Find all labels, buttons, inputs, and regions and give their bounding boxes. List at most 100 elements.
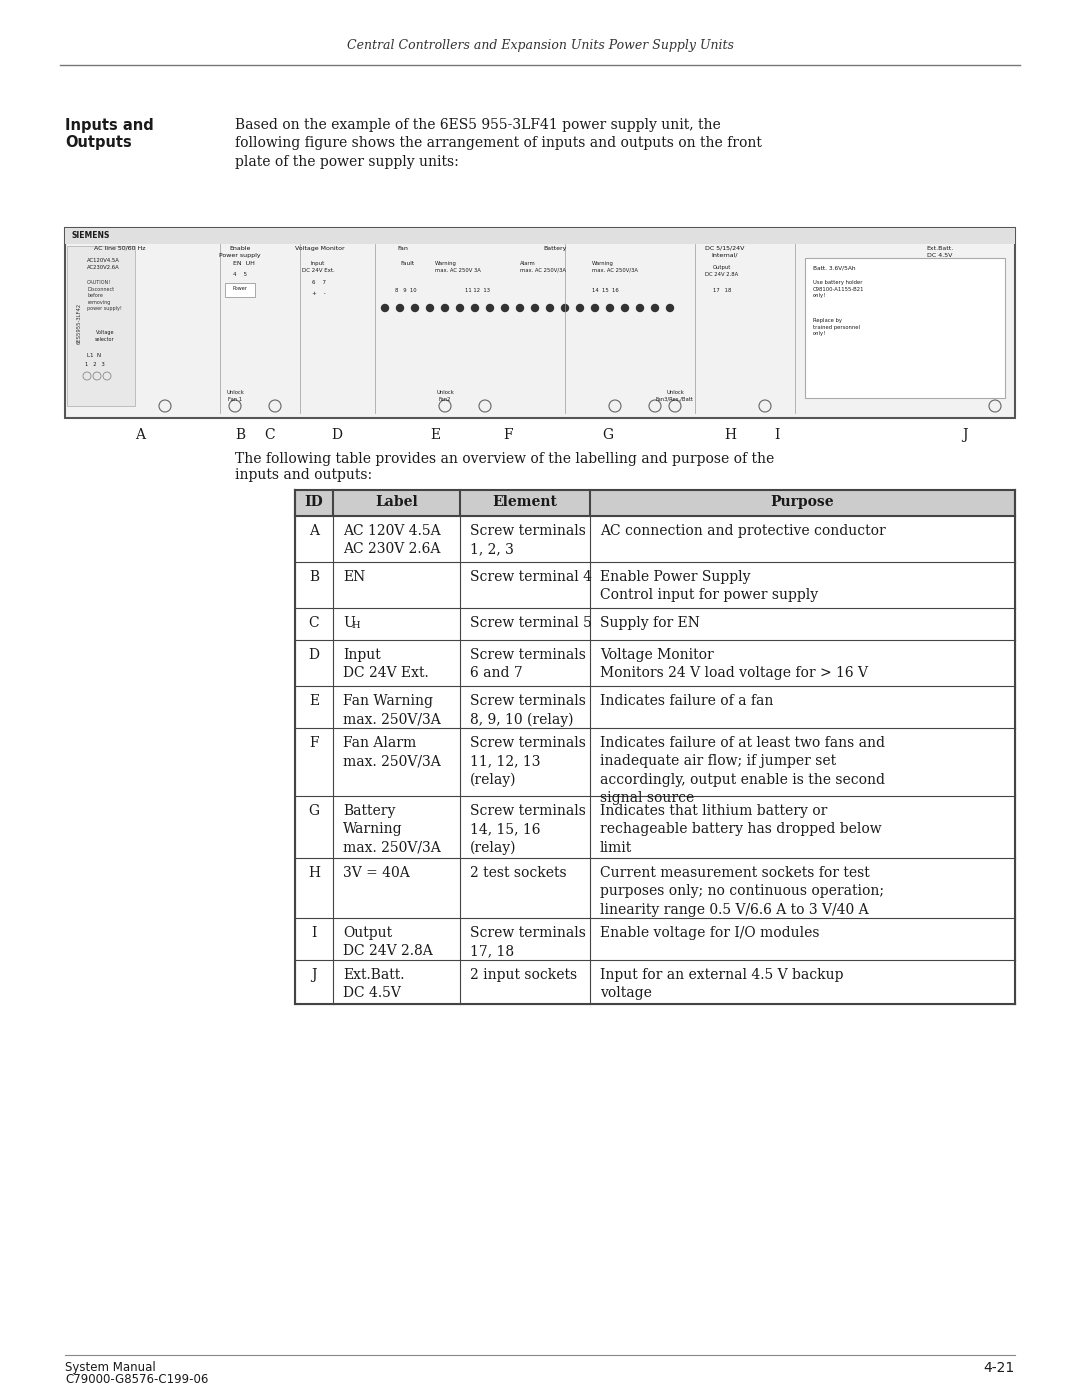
Circle shape bbox=[636, 305, 644, 312]
Text: Fan: Fan bbox=[397, 246, 408, 251]
Text: A: A bbox=[135, 427, 145, 441]
Circle shape bbox=[577, 305, 583, 312]
Text: I: I bbox=[774, 427, 780, 441]
Text: 17   18: 17 18 bbox=[713, 288, 731, 293]
Text: 11 12  13: 11 12 13 bbox=[465, 288, 490, 293]
Bar bbox=[295, 490, 1015, 515]
Bar bbox=[295, 686, 1015, 728]
Text: The following table provides an overview of the labelling and purpose of the: The following table provides an overview… bbox=[235, 453, 774, 467]
Text: Warning
max. AC 250V 3A: Warning max. AC 250V 3A bbox=[435, 261, 481, 272]
Text: Screw terminals
17, 18: Screw terminals 17, 18 bbox=[470, 926, 585, 958]
Text: E: E bbox=[309, 694, 319, 708]
Text: H: H bbox=[724, 427, 735, 441]
Bar bbox=[295, 728, 1015, 796]
Text: F: F bbox=[309, 736, 319, 750]
Circle shape bbox=[562, 305, 568, 312]
Circle shape bbox=[457, 305, 463, 312]
Text: Screw terminal 5: Screw terminal 5 bbox=[470, 616, 592, 630]
Text: D: D bbox=[332, 427, 342, 441]
Text: Battery
Warning
max. 250V/3A: Battery Warning max. 250V/3A bbox=[343, 805, 441, 855]
Text: ID: ID bbox=[305, 495, 323, 509]
Circle shape bbox=[396, 305, 404, 312]
Text: EN  UH: EN UH bbox=[233, 261, 255, 265]
Text: Screw terminals
11, 12, 13
(relay): Screw terminals 11, 12, 13 (relay) bbox=[470, 736, 585, 788]
Circle shape bbox=[486, 305, 494, 312]
Text: Fan Warning
max. 250V/3A: Fan Warning max. 250V/3A bbox=[343, 694, 441, 726]
Circle shape bbox=[592, 305, 598, 312]
Text: D: D bbox=[309, 648, 320, 662]
Bar bbox=[295, 608, 1015, 640]
Text: Label: Label bbox=[375, 495, 418, 509]
Text: Unlock
Fan3/Res./Batt: Unlock Fan3/Res./Batt bbox=[656, 390, 694, 401]
Text: Output
DC 24V 2.8A: Output DC 24V 2.8A bbox=[705, 265, 739, 277]
Text: Indicates failure of a fan: Indicates failure of a fan bbox=[600, 694, 773, 708]
Text: Ext.Batt.
DC 4.5V: Ext.Batt. DC 4.5V bbox=[927, 246, 954, 257]
Text: 8   9  10: 8 9 10 bbox=[395, 288, 417, 293]
Text: DC 5/15/24V
Internal/: DC 5/15/24V Internal/ bbox=[705, 246, 745, 257]
Bar bbox=[67, 246, 135, 407]
Text: Supply for EN: Supply for EN bbox=[600, 616, 700, 630]
Circle shape bbox=[501, 305, 509, 312]
Text: System Manual: System Manual bbox=[65, 1361, 156, 1375]
Text: Enable
Power supply: Enable Power supply bbox=[219, 246, 260, 257]
Text: Batt. 3.6V/5Ah: Batt. 3.6V/5Ah bbox=[813, 265, 855, 271]
Bar bbox=[295, 515, 1015, 562]
Text: AC120V4.5A
AC230V2.6A: AC120V4.5A AC230V2.6A bbox=[87, 258, 120, 270]
Text: Input
DC 24V Ext.: Input DC 24V Ext. bbox=[343, 648, 429, 680]
Text: Enable Power Supply
Control input for power supply: Enable Power Supply Control input for po… bbox=[600, 570, 819, 602]
Text: +    -: + - bbox=[312, 291, 326, 296]
Text: 4-21: 4-21 bbox=[984, 1361, 1015, 1375]
Text: inputs and outputs:: inputs and outputs: bbox=[235, 468, 373, 482]
Text: Replace by
trained personnel
only!: Replace by trained personnel only! bbox=[813, 319, 860, 337]
Text: L1  N: L1 N bbox=[87, 353, 102, 358]
Text: Unlock
Fan 1: Unlock Fan 1 bbox=[226, 390, 244, 401]
Text: 14  15  16: 14 15 16 bbox=[592, 288, 619, 293]
Bar bbox=[295, 918, 1015, 960]
Bar bbox=[295, 562, 1015, 608]
Text: AC line 50/60 Hz: AC line 50/60 Hz bbox=[94, 246, 146, 251]
Text: Output
DC 24V 2.8A: Output DC 24V 2.8A bbox=[343, 926, 433, 958]
Text: Screw terminal 4: Screw terminal 4 bbox=[470, 570, 592, 584]
Text: Screw terminals
1, 2, 3: Screw terminals 1, 2, 3 bbox=[470, 524, 585, 556]
Text: C: C bbox=[265, 427, 275, 441]
Text: AC 120V 4.5A
AC 230V 2.6A: AC 120V 4.5A AC 230V 2.6A bbox=[343, 524, 441, 556]
Circle shape bbox=[442, 305, 448, 312]
Circle shape bbox=[621, 305, 629, 312]
Text: Screw terminals
14, 15, 16
(relay): Screw terminals 14, 15, 16 (relay) bbox=[470, 805, 585, 855]
Text: H: H bbox=[308, 866, 320, 880]
Text: B: B bbox=[309, 570, 319, 584]
Text: Current measurement sockets for test
purposes only; no continuous operation;
lin: Current measurement sockets for test pur… bbox=[600, 866, 885, 916]
Text: C79000-G8576-C199-06: C79000-G8576-C199-06 bbox=[65, 1373, 208, 1386]
Text: Input for an external 4.5 V backup
voltage: Input for an external 4.5 V backup volta… bbox=[600, 968, 843, 1000]
Text: SIEMENS: SIEMENS bbox=[71, 231, 109, 240]
Text: Screw terminals
8, 9, 10 (relay): Screw terminals 8, 9, 10 (relay) bbox=[470, 694, 585, 726]
Bar bbox=[295, 960, 1015, 1004]
Text: Based on the example of the 6ES5 955-3LF41 power supply unit, the
following figu: Based on the example of the 6ES5 955-3LF… bbox=[235, 117, 761, 169]
Text: G: G bbox=[603, 427, 613, 441]
Text: EN: EN bbox=[343, 570, 365, 584]
Text: 6ES5955-3LF42: 6ES5955-3LF42 bbox=[77, 302, 81, 344]
Bar bbox=[805, 258, 1005, 398]
Circle shape bbox=[607, 305, 613, 312]
Circle shape bbox=[411, 305, 419, 312]
Text: 6    7: 6 7 bbox=[312, 279, 326, 285]
Text: 2 input sockets: 2 input sockets bbox=[470, 968, 577, 982]
Text: Battery: Battery bbox=[543, 246, 567, 251]
Text: H: H bbox=[351, 622, 360, 630]
Text: Indicates that lithium battery or
rechageable battery has dropped below
limit: Indicates that lithium battery or rechag… bbox=[600, 805, 881, 855]
Text: Power: Power bbox=[232, 286, 247, 291]
Bar bbox=[295, 796, 1015, 858]
Circle shape bbox=[472, 305, 478, 312]
Text: J: J bbox=[962, 427, 968, 441]
Text: 2 test sockets: 2 test sockets bbox=[470, 866, 567, 880]
Text: Input
DC 24V Ext.: Input DC 24V Ext. bbox=[301, 261, 335, 272]
Text: Voltage
selector: Voltage selector bbox=[95, 330, 114, 342]
Circle shape bbox=[381, 305, 389, 312]
Circle shape bbox=[427, 305, 433, 312]
Bar bbox=[225, 284, 255, 298]
Text: Central Controllers and Expansion Units Power Supply Units: Central Controllers and Expansion Units … bbox=[347, 39, 733, 52]
Text: E: E bbox=[430, 427, 440, 441]
Text: 3V = 40A: 3V = 40A bbox=[343, 866, 409, 880]
Circle shape bbox=[516, 305, 524, 312]
Circle shape bbox=[531, 305, 539, 312]
